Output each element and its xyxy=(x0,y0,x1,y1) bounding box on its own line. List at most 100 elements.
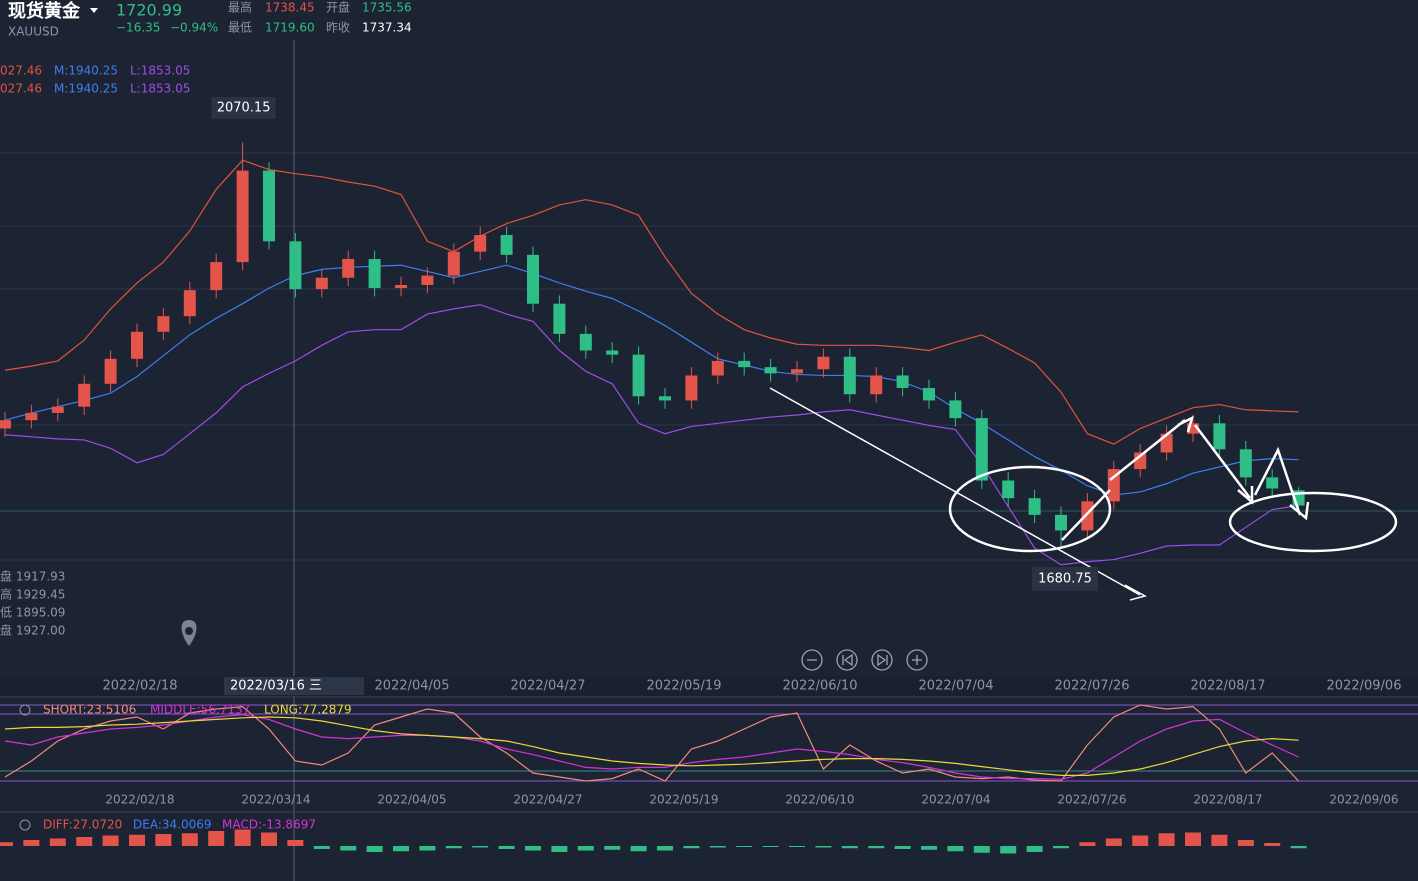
location-icon-dot xyxy=(185,627,193,635)
macd-bar xyxy=(23,840,40,846)
settings-icons[interactable] xyxy=(19,704,31,831)
stat-value: 1737.34 xyxy=(362,21,412,35)
macd-bar xyxy=(1185,832,1201,846)
macd-bar xyxy=(445,846,462,849)
candle-body xyxy=(1055,514,1067,531)
date-label: 2022/04/27 xyxy=(513,793,582,807)
macd-bar xyxy=(181,833,198,846)
macd-bar xyxy=(366,846,383,852)
candle-body xyxy=(0,420,11,429)
macd-bar xyxy=(841,846,858,849)
macd-bar xyxy=(234,829,251,846)
candle-body xyxy=(738,360,751,368)
date-label: 2022/03/16 三 xyxy=(230,679,322,694)
stat-value: 1738.45 xyxy=(265,1,315,15)
candle-body xyxy=(500,235,513,255)
macd-bar xyxy=(1237,840,1254,846)
candle-body xyxy=(1002,480,1015,499)
macd-bar xyxy=(868,846,885,849)
candle-body xyxy=(289,241,302,290)
stat-label: 开盘 xyxy=(326,0,350,15)
macd-bar xyxy=(1264,843,1281,846)
candle-body xyxy=(1239,449,1252,478)
symbol: XAUUSD xyxy=(8,25,59,39)
macd-bar xyxy=(1026,846,1043,852)
boll-legend: 027.46 xyxy=(0,64,42,78)
macd-bar xyxy=(815,846,832,848)
date-label: 2022/07/04 xyxy=(921,793,990,807)
candle-body xyxy=(870,375,883,395)
candle-body xyxy=(104,358,117,384)
macd-bar xyxy=(1053,846,1069,849)
candle-body xyxy=(764,367,777,374)
candle-body xyxy=(949,400,962,419)
stat-label: 最低 xyxy=(228,21,252,35)
macd-bar xyxy=(1000,846,1017,854)
low-label: 1680.75 xyxy=(1038,572,1092,587)
macd-legend: MACD:-13.8697 xyxy=(222,818,316,832)
macd-bar xyxy=(0,842,13,846)
candle-body xyxy=(606,350,619,355)
date-label: 2022/04/05 xyxy=(375,679,450,694)
candle-body xyxy=(896,375,909,388)
info-line: 盘 1927.00 xyxy=(0,623,65,638)
dropdown[interactable] xyxy=(90,8,98,13)
macd-bar xyxy=(261,832,277,846)
candle-body xyxy=(210,262,223,291)
info-line: 高 1929.45 xyxy=(0,587,65,602)
candle-body xyxy=(1266,477,1279,489)
osc-line xyxy=(4,704,1300,782)
candle-body xyxy=(685,375,698,401)
date-label: 2022/09/06 xyxy=(1327,679,1402,694)
stat-label: 最高 xyxy=(228,0,252,15)
candle-body xyxy=(527,254,539,304)
candle-body xyxy=(711,360,724,376)
macd-bar xyxy=(129,834,145,846)
candle-body xyxy=(579,333,592,351)
macd-bar xyxy=(287,840,304,846)
candle-body xyxy=(183,290,196,317)
candle-body xyxy=(1134,452,1147,470)
label-box xyxy=(1032,567,1098,591)
date-label: 2022/04/05 xyxy=(377,793,446,807)
date-label: 2022/07/26 xyxy=(1057,793,1126,807)
change: −16.35 xyxy=(116,21,160,35)
boll-legend: L:1853.05 xyxy=(130,82,190,96)
macd-bar xyxy=(340,846,357,851)
macd-bar xyxy=(973,846,990,853)
date-label: 2022/06/10 xyxy=(783,679,858,694)
boll-line xyxy=(4,304,1299,566)
label-box xyxy=(211,97,276,119)
macd-bar xyxy=(789,846,805,847)
macd-bar xyxy=(1211,834,1228,846)
macd-legend: DEA:34.0069 xyxy=(133,818,212,832)
osc-line xyxy=(4,713,1299,781)
candle-body xyxy=(923,387,935,401)
candle-body xyxy=(791,369,803,374)
macd-bar xyxy=(102,835,119,846)
info-line: 盘 1917.93 xyxy=(0,569,65,584)
candle-body xyxy=(131,331,143,359)
date-label: 2022/06/10 xyxy=(785,793,854,807)
change-pct: −0.94% xyxy=(170,21,218,35)
candle-body xyxy=(474,235,487,252)
macd-bar xyxy=(683,846,700,849)
nav-buttons[interactable] xyxy=(801,649,928,671)
macd-bar xyxy=(894,846,911,849)
date-label: 2022/08/17 xyxy=(1193,793,1262,807)
macd-bar xyxy=(49,838,66,846)
high-label: 2070.15 xyxy=(217,101,271,116)
date-label: 2022/05/19 xyxy=(647,679,722,694)
macd-bar xyxy=(1105,838,1122,846)
candle-body xyxy=(632,354,645,397)
boll-legend: M:1940.25 xyxy=(54,82,118,96)
boll-line xyxy=(4,264,1299,496)
candle-body xyxy=(553,303,566,334)
candle-body xyxy=(342,258,355,278)
macd-bar xyxy=(657,846,673,851)
candle-body xyxy=(1081,501,1094,531)
macd-bar xyxy=(762,846,779,847)
price: 1720.99 xyxy=(116,1,182,20)
boll-legend: M:1940.25 xyxy=(54,64,118,78)
